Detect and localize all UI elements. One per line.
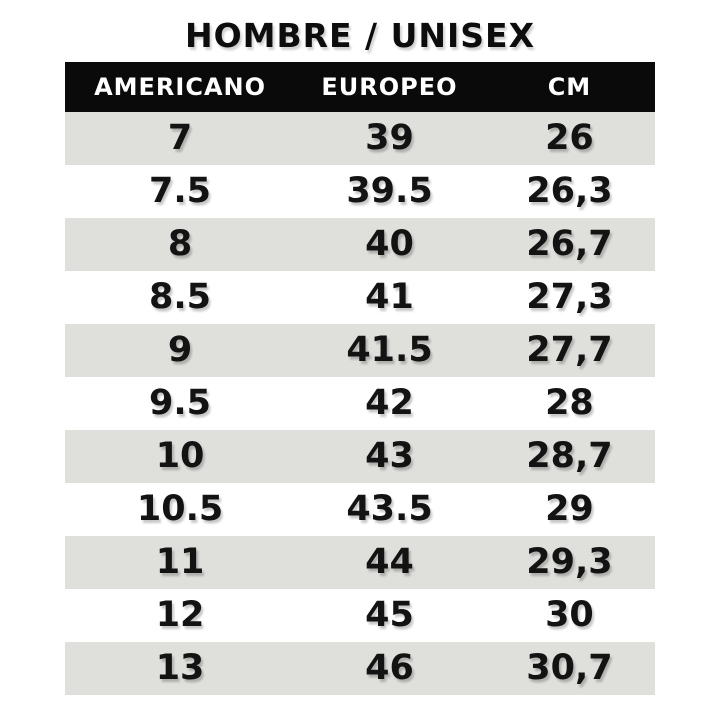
- cell-europeo: 44: [365, 542, 414, 582]
- table-row: 8 40 26,7: [65, 218, 655, 271]
- cell-cm: 26,3: [526, 171, 613, 211]
- cell-europeo: 46: [365, 648, 414, 688]
- cell-europeo: 39.5: [346, 171, 433, 211]
- cell-americano: 9: [167, 330, 193, 370]
- cell-cm: 28,7: [526, 436, 613, 476]
- table-row: 8.5 41 27,3: [65, 271, 655, 324]
- cell-americano: 13: [155, 648, 205, 688]
- cell-cm: 28: [545, 383, 594, 423]
- cell-europeo: 39: [365, 118, 414, 158]
- cell-cm: 26,7: [526, 224, 613, 264]
- size-conversion-table: AMERICANO EUROPEO CM 7 39 26 7.5 39.5 26…: [65, 62, 655, 695]
- table-row: 10.5 43.5 29: [65, 483, 655, 536]
- cell-americano: 8.5: [149, 277, 212, 317]
- column-header-americano: AMERICANO: [94, 73, 267, 101]
- cell-cm: 26: [545, 118, 594, 158]
- cell-americano: 10: [155, 436, 205, 476]
- cell-europeo: 43: [365, 436, 414, 476]
- cell-americano: 10.5: [136, 489, 224, 529]
- cell-americano: 8: [167, 224, 193, 264]
- table-header-row: AMERICANO EUROPEO CM: [65, 62, 655, 112]
- table-row: 9.5 42 28: [65, 377, 655, 430]
- cell-europeo: 41.5: [346, 330, 433, 370]
- cell-europeo: 42: [365, 383, 414, 423]
- cell-americano: 12: [155, 595, 205, 635]
- cell-europeo: 40: [365, 224, 414, 264]
- cell-europeo: 45: [365, 595, 414, 635]
- column-header-cm: CM: [547, 73, 592, 101]
- cell-americano: 7: [167, 118, 193, 158]
- cell-cm: 27,7: [526, 330, 613, 370]
- table-row: 13 46 30,7: [65, 642, 655, 695]
- cell-cm: 29,3: [526, 542, 613, 582]
- table-row: 10 43 28,7: [65, 430, 655, 483]
- column-header-europeo: EUROPEO: [321, 73, 458, 101]
- table-row: 11 44 29,3: [65, 536, 655, 589]
- cell-cm: 30,7: [526, 648, 613, 688]
- cell-americano: 11: [155, 542, 205, 582]
- cell-europeo: 41: [365, 277, 414, 317]
- cell-americano: 7.5: [149, 171, 212, 211]
- table-row: 12 45 30: [65, 589, 655, 642]
- cell-americano: 9.5: [149, 383, 212, 423]
- cell-europeo: 43.5: [346, 489, 433, 529]
- table-row: 7 39 26: [65, 112, 655, 165]
- page-title: HOMBRE / UNISEX: [184, 16, 536, 55]
- cell-cm: 30: [545, 595, 594, 635]
- cell-cm: 29: [545, 489, 594, 529]
- table-row: 9 41.5 27,7: [65, 324, 655, 377]
- cell-cm: 27,3: [526, 277, 613, 317]
- table-row: 7.5 39.5 26,3: [65, 165, 655, 218]
